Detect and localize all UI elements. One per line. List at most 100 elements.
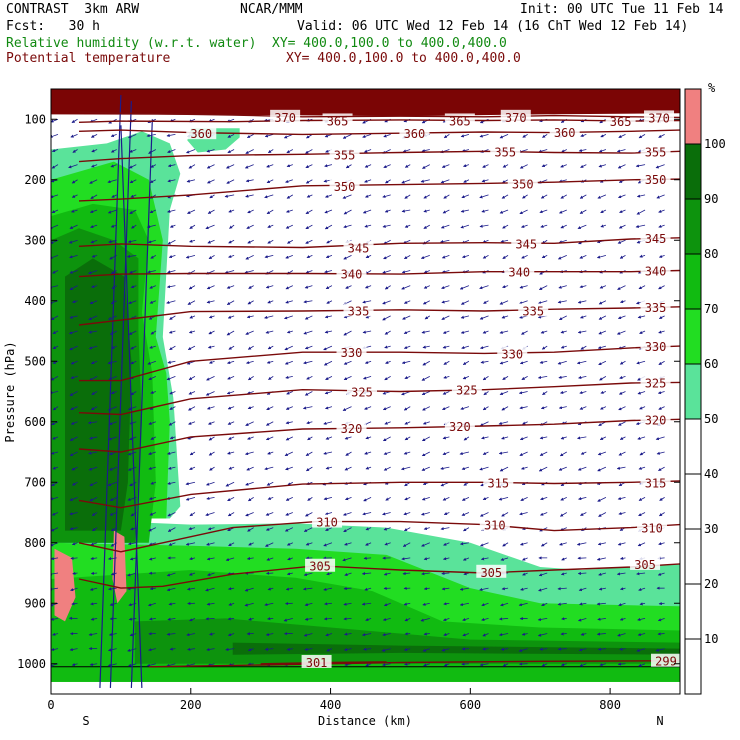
wind-vector: [479, 512, 489, 517]
wind-vector: [577, 300, 587, 304]
theta-label: 301: [306, 656, 328, 670]
wind-vector: [580, 133, 587, 137]
wind-vector: [209, 632, 215, 636]
wind-vector: [363, 497, 372, 502]
theta-label: 325: [645, 376, 667, 390]
wind-vector: [522, 194, 528, 199]
wind-vector: [166, 663, 176, 667]
wind-vector: [325, 285, 333, 290]
wind-vector: [326, 300, 333, 304]
wind-vector: [227, 315, 235, 319]
wind-vector: [91, 512, 98, 516]
wind-vector: [265, 436, 274, 441]
wind-vector: [519, 285, 528, 289]
wind-vector: [600, 224, 607, 228]
wind-vector: [658, 360, 665, 365]
wind-vector: [482, 497, 489, 501]
wind-vector: [149, 285, 156, 289]
wind-vector: [109, 497, 117, 501]
wind-vector: [324, 133, 333, 138]
wind-vector: [248, 542, 254, 546]
wind-vector: [323, 587, 333, 591]
wind-vector: [206, 376, 215, 381]
wind-vector: [168, 254, 176, 259]
wind-vector: [364, 406, 372, 410]
wind-vector: [384, 285, 391, 290]
wind-vector: [361, 602, 372, 606]
wind-vector: [265, 527, 274, 531]
wind-vector: [306, 255, 313, 259]
wind-vector: [189, 239, 196, 243]
wind-vector: [423, 587, 430, 591]
wind-vector: [597, 542, 607, 546]
wind-vector: [638, 134, 646, 139]
wind-vector: [89, 209, 98, 214]
wind-vector: [463, 436, 470, 441]
wind-vector: [229, 224, 235, 229]
wind-vector: [167, 179, 176, 183]
wind-vector: [149, 587, 156, 591]
wind-vector: [69, 254, 78, 259]
theta-label: 350: [512, 177, 534, 191]
wind-vector: [656, 194, 665, 199]
wind-vector: [247, 209, 254, 214]
wind-vector: [244, 164, 254, 169]
wind-vector: [540, 406, 548, 410]
wind-vector: [657, 632, 665, 636]
wind-vector: [167, 360, 176, 364]
theta-contour-365: [78, 119, 680, 123]
wind-vector: [227, 376, 235, 380]
wind-vector: [404, 497, 411, 501]
theta-label-bg: [476, 564, 507, 578]
theta-contour-370: [78, 111, 680, 119]
wind-vector: [70, 421, 78, 425]
theta-label-bg: [507, 176, 538, 190]
wind-vector: [88, 466, 98, 471]
theta-label: 360: [190, 127, 212, 141]
wind-vector: [617, 315, 626, 320]
wind-vector: [365, 436, 372, 440]
wind-vector: [305, 542, 313, 546]
wind-vector: [149, 300, 156, 304]
wind-vector: [283, 315, 293, 320]
wind-vector: [598, 360, 607, 366]
wind-vector: [498, 421, 509, 425]
wind-vector: [248, 285, 254, 289]
theta-label: 365: [449, 114, 471, 128]
wind-vector: [420, 617, 430, 622]
wind-vector: [404, 224, 411, 228]
wind-vector: [245, 481, 254, 486]
wind-vector: [538, 587, 548, 592]
wind-vector: [285, 466, 293, 471]
wind-vector: [246, 315, 254, 319]
wind-vector: [498, 496, 509, 501]
wind-vector: [227, 512, 235, 517]
wind-vector: [68, 330, 78, 335]
wind-vector: [228, 345, 235, 350]
field1-name: Relative humidity (w.r.t. water): [6, 36, 257, 51]
wind-vector: [189, 556, 196, 561]
wind-vector: [579, 602, 587, 606]
wind-vector: [148, 149, 157, 154]
wind-vector: [420, 254, 430, 260]
wind-vector: [637, 542, 646, 547]
updraft-vector: [120, 125, 143, 688]
wind-vector: [618, 194, 626, 199]
wind-vector: [597, 451, 607, 456]
wind-vector: [521, 376, 528, 380]
wind-vector: [303, 330, 313, 335]
wind-vector: [381, 648, 391, 652]
wind-vector: [421, 496, 430, 501]
wind-vector: [658, 134, 665, 138]
wind-vector: [344, 466, 352, 471]
wind-vector: [423, 557, 430, 561]
wind-vector: [522, 557, 528, 561]
rh-region-column-90: [65, 258, 132, 531]
wind-vector: [89, 376, 98, 381]
wind-vector: [287, 481, 294, 486]
wind-vector: [521, 255, 528, 259]
wind-vector: [148, 542, 156, 546]
wind-vector: [208, 421, 215, 425]
wind-vector: [247, 497, 254, 502]
